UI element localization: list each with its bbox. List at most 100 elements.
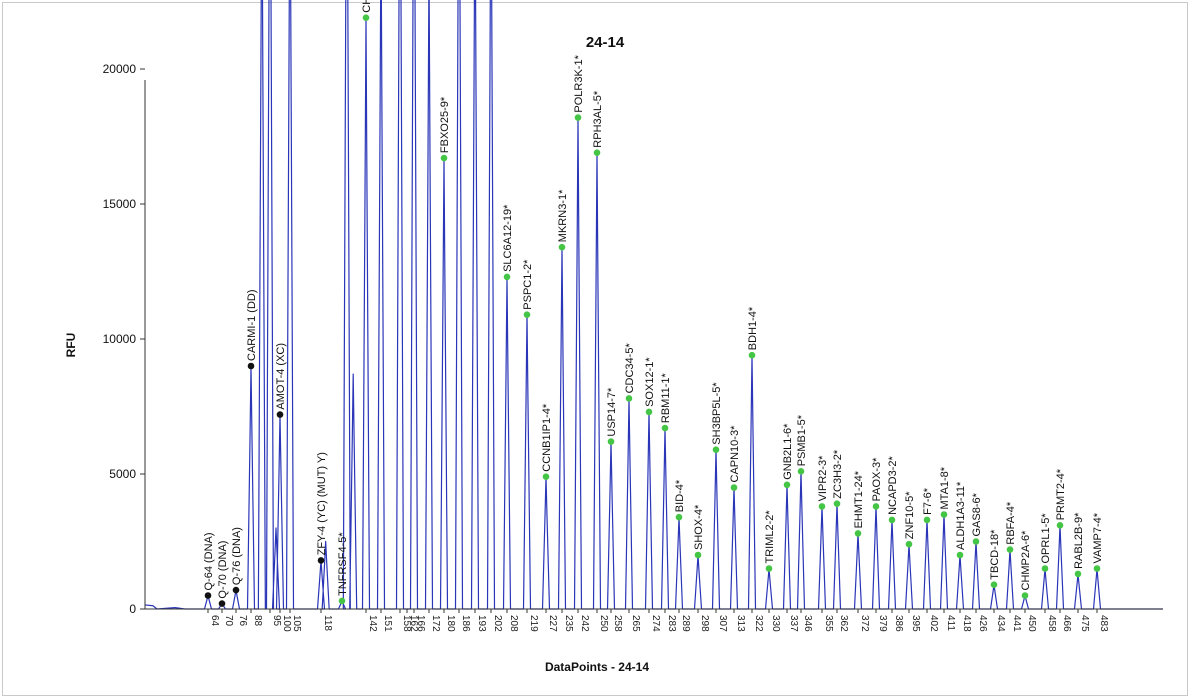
- probe-peak-marker[interactable]: [1074, 570, 1082, 578]
- probe-peak-marker[interactable]: [872, 503, 880, 510]
- peak-label: ZFY-4 (YC) (MUT) Y): [316, 452, 328, 555]
- probe-peak-marker[interactable]: [694, 551, 702, 559]
- x-tick-label: 395: [910, 615, 921, 632]
- x-tick-label: 172: [430, 615, 441, 632]
- peak-label: POLR3K-1*: [573, 54, 585, 112]
- control-peak-marker[interactable]: [232, 586, 240, 594]
- x-tick-label: 142: [367, 615, 378, 632]
- x-tick-label: 418: [961, 615, 972, 632]
- probe-peak-marker[interactable]: [854, 530, 862, 537]
- probe-peak-marker[interactable]: [558, 243, 566, 251]
- peak-label: VAMP7-4*: [1092, 512, 1104, 563]
- probe-peak-marker[interactable]: [833, 500, 841, 508]
- probe-peak-marker[interactable]: [765, 565, 773, 572]
- x-tick-label: 322: [753, 615, 764, 632]
- x-tick-label: 434: [995, 615, 1006, 632]
- peak-label: FBXO25-9*: [439, 96, 451, 153]
- peak-label: Q-76 (DNA): [231, 527, 243, 585]
- peak-label: PSPC1-2*: [522, 259, 534, 310]
- probe-peak-marker[interactable]: [888, 516, 896, 524]
- x-tick-label: 426: [977, 615, 988, 632]
- probe-peak-marker[interactable]: [1093, 565, 1101, 572]
- probe-peak-marker[interactable]: [523, 311, 531, 319]
- x-tick-label: 158: [401, 615, 412, 632]
- x-axis-title: DataPoints - 24-14: [545, 660, 649, 674]
- peak-label: OPRL1-5*: [1040, 513, 1052, 564]
- probe-peak-marker[interactable]: [923, 516, 931, 524]
- peak-label: Q-64 (DNA): [203, 532, 215, 590]
- peak-label: BID-4*: [674, 479, 686, 512]
- control-peak-marker[interactable]: [247, 362, 255, 370]
- peak-label: CHL1-5*: [361, 0, 373, 13]
- chart-title: 24-14: [586, 34, 625, 51]
- probe-peak-marker[interactable]: [1021, 592, 1029, 599]
- peak-label: MKRN3-1*: [557, 189, 569, 242]
- peak-label: Q-70 (DNA): [217, 541, 229, 599]
- x-tick-label: 274: [650, 615, 661, 632]
- probe-peak-marker[interactable]: [730, 484, 738, 491]
- probe-peak-marker[interactable]: [748, 351, 756, 359]
- peak-label: TRIML2-2*: [764, 510, 776, 564]
- probe-peak-marker[interactable]: [797, 468, 805, 475]
- x-tick-label: 151: [382, 615, 393, 632]
- probe-peak-marker[interactable]: [783, 481, 791, 489]
- probe-peak-marker[interactable]: [905, 540, 913, 548]
- x-tick-label: 402: [928, 615, 939, 632]
- probe-peak-marker[interactable]: [1006, 546, 1014, 553]
- x-tick-label: 250: [598, 615, 609, 632]
- x-tick-label: 483: [1098, 615, 1109, 632]
- x-tick-label: 283: [666, 615, 677, 632]
- peak-label: CDC34-5*: [624, 343, 636, 394]
- control-peak-marker[interactable]: [218, 600, 226, 607]
- peak-label: CHMP2A-6*: [1020, 530, 1032, 591]
- probe-peak-marker[interactable]: [712, 446, 720, 454]
- peak-label: TNFRSF4-5*: [337, 532, 349, 596]
- probe-peak-marker[interactable]: [574, 114, 582, 121]
- probe-peak-marker[interactable]: [625, 395, 633, 402]
- y-tick-label: 5000: [109, 467, 136, 481]
- control-peak-marker[interactable]: [204, 592, 212, 599]
- x-tick-label: 379: [877, 615, 888, 632]
- x-tick-label: 411: [945, 615, 956, 631]
- x-tick-label: 202: [492, 615, 503, 632]
- probe-peak-marker[interactable]: [661, 424, 669, 432]
- peak-label: SHOX-4*: [693, 504, 705, 550]
- probe-peak-marker[interactable]: [503, 273, 511, 281]
- y-axis-title: RFU: [64, 333, 78, 358]
- probe-peak-marker[interactable]: [607, 438, 615, 445]
- probe-peak-marker[interactable]: [818, 503, 826, 510]
- probe-peak-marker[interactable]: [675, 513, 683, 521]
- y-tick-label: 15000: [103, 197, 137, 211]
- peak-label: BDH1-4*: [747, 306, 759, 350]
- x-tick-label: 458: [1046, 615, 1057, 632]
- peak-label: CAPN10-3*: [729, 425, 741, 483]
- probe-peak-marker[interactable]: [542, 473, 550, 481]
- peak-label: RBM11-1*: [660, 372, 672, 423]
- x-tick-label: 180: [445, 615, 456, 632]
- probe-peak-marker[interactable]: [645, 408, 653, 416]
- probe-peak-marker[interactable]: [990, 581, 998, 588]
- peak-label: AMOT-4 (XC): [275, 343, 287, 410]
- x-tick-label: 193: [476, 615, 487, 632]
- control-peak-marker[interactable]: [317, 557, 325, 564]
- x-tick-label: 118: [322, 615, 333, 631]
- x-tick-label: 466: [1061, 615, 1072, 632]
- probe-peak-marker[interactable]: [972, 538, 980, 545]
- peak-label: ZNF10-5*: [904, 491, 916, 539]
- y-tick-label: 20000: [103, 62, 137, 76]
- probe-peak-marker[interactable]: [338, 597, 346, 605]
- peak-label: F7-6*: [922, 487, 934, 515]
- probe-peak-marker[interactable]: [956, 551, 964, 559]
- peak-label: NCAPD3-2*: [887, 455, 899, 514]
- probe-peak-marker[interactable]: [1041, 565, 1049, 572]
- peak-label: EHMT1-24*: [853, 470, 865, 528]
- x-tick-label: 386: [893, 615, 904, 632]
- probe-peak-marker[interactable]: [940, 511, 948, 518]
- probe-peak-marker[interactable]: [440, 154, 448, 162]
- x-tick-label: 355: [823, 615, 834, 632]
- control-peak-marker[interactable]: [276, 411, 284, 418]
- probe-peak-marker[interactable]: [362, 14, 370, 21]
- probe-peak-marker[interactable]: [593, 149, 601, 156]
- probe-peak-marker[interactable]: [1056, 522, 1064, 529]
